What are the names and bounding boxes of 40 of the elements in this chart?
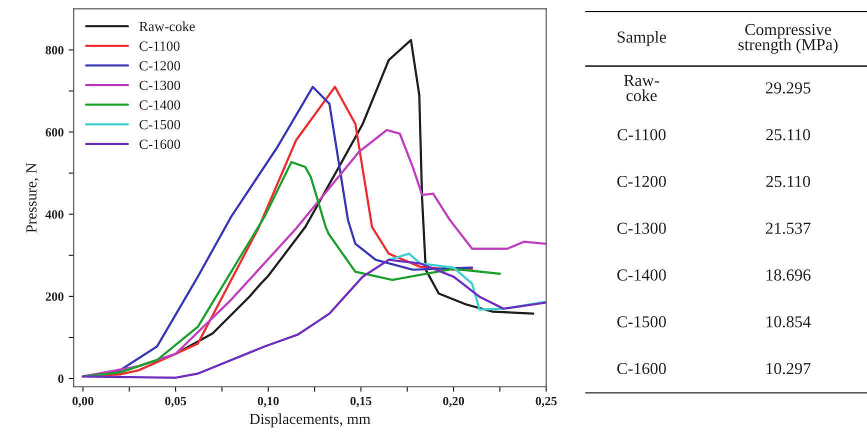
x-axis-title: Displacements, mm [250,413,370,428]
legend-label: C-1100 [140,41,180,51]
legend-label: C-1400 [140,100,180,110]
text: 25.110 [766,176,810,188]
text: 29.295 [766,82,810,94]
x-tick-label: 0,20 [443,396,464,408]
y-axis-title: Pressure, N [26,162,39,233]
x-tick-label: 0,15 [350,396,372,408]
y-tick-label: 0 [58,374,64,383]
text: 10.854 [766,316,811,328]
text: C-1600 [617,362,666,374]
legend-label: Raw-coke [139,21,195,32]
line-series [82,160,501,378]
text: Sample [618,30,666,46]
legend-label: C-1200 [140,61,180,70]
text: 25.110 [766,129,810,140]
x-tick-label: 0,05 [165,396,186,408]
text: C-1100 [618,129,666,140]
text: Compressive strength (MPa) [738,24,838,54]
line-series [82,258,546,379]
text: Raw- coke [624,74,660,102]
text: 21.537 [766,222,811,234]
text: C-1300 [617,222,666,234]
legend-label: C-1300 [140,80,180,90]
y-tick-label: 400 [45,210,64,219]
x-tick-label: 0,10 [258,396,279,408]
y-tick-label: 800 [46,46,64,54]
text: C-1200 [617,176,666,188]
x-tick-label: 0,00 [72,396,94,408]
text: C-1500 [617,316,666,328]
text: C-1400 [617,269,666,281]
line-series [82,128,546,378]
text: 18.696 [766,269,811,281]
x-tick-label: 0,25 [536,396,557,408]
legend-label: C-1500 [140,120,180,130]
text: 10.297 [766,362,811,374]
legend-label: C-1600 [140,140,180,149]
y-tick-label: 600 [46,128,64,137]
y-tick-label: 200 [46,292,64,301]
line-series [388,252,546,311]
